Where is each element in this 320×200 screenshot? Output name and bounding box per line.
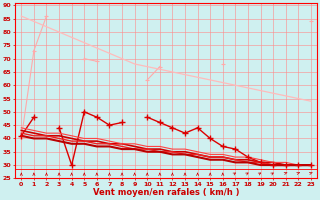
X-axis label: Vent moyen/en rafales ( km/h ): Vent moyen/en rafales ( km/h ) (93, 188, 239, 197)
